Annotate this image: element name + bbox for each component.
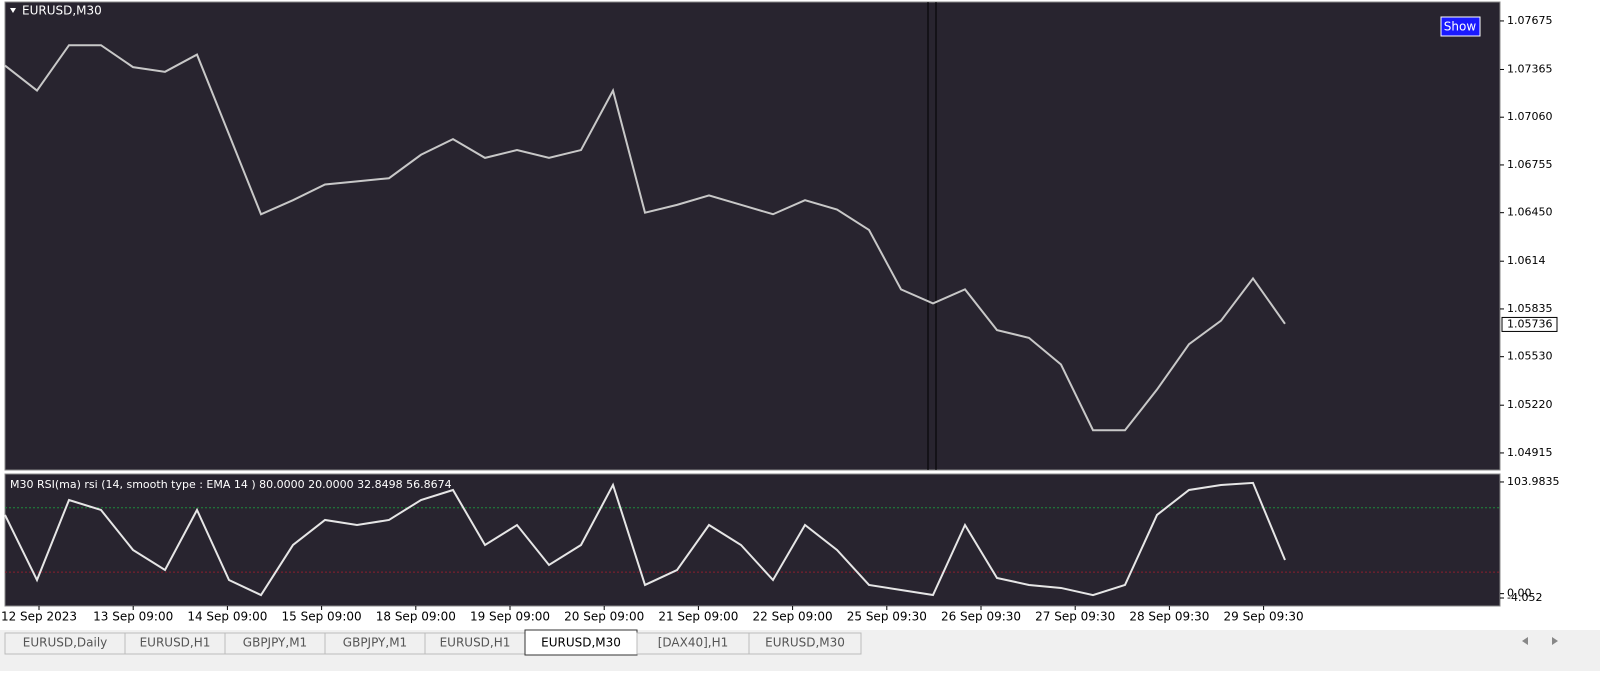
series-line [4,481,1286,597]
collapse-arrow[interactable] [10,8,16,13]
x-tick-label: 29 Sep 09:30 [1224,610,1304,624]
show-button[interactable] [1440,16,1481,37]
x-tick-label: 18 Sep 09:00 [376,610,456,624]
indicator-panel [4,473,1501,607]
x-tick-label: 28 Sep 09:30 [1129,610,1209,624]
y-tick-label: 1.05530 [1507,350,1553,363]
y-tick-label: 1.05835 [1507,302,1553,315]
x-tick-label: 21 Sep 09:00 [658,610,738,624]
x-tick-label: 14 Sep 09:00 [187,610,267,624]
chart-symbol: EURUSD,M30 [22,4,102,18]
tab-label[interactable]: [DAX40],H1 [658,636,729,650]
y-tick-label: 1.07060 [1507,110,1553,123]
tab-label[interactable]: EURUSD,M30 [541,636,621,650]
indicator-label: M30 RSI(ma) rsi (14, smooth type : EMA 1… [10,478,452,491]
x-tick-label: 15 Sep 09:00 [282,610,362,624]
x-tick-label: 25 Sep 09:30 [847,610,927,624]
series-line [4,44,1286,432]
tabs: EURUSD,Daily EURUSD,H1 GBPJPY,M1 GBPJPY,M1 E… [4,629,862,656]
y-tick-label: 1.07675 [1507,14,1553,27]
tab-label[interactable]: GBPJPY,M1 [343,636,407,650]
y-tick-label: 103.9835 [1507,475,1560,488]
x-tick-label: 20 Sep 09:00 [564,610,644,624]
x-tick-label: 12 Sep 2023 [1,610,77,624]
tab[interactable] [524,629,638,656]
current-price-box [1501,316,1558,332]
price-panel [4,1,1501,471]
y-tick-label: 0.00 [1507,587,1532,600]
tab-label[interactable]: GBPJPY,M1 [243,636,307,650]
tab-label[interactable]: EURUSD,H1 [140,636,211,650]
x-tick-label: 26 Sep 09:30 [941,610,1021,624]
x-tick-label: 13 Sep 09:00 [93,610,173,624]
show-button-label[interactable]: Show [1444,20,1477,34]
x-tick-label: 22 Sep 09:00 [753,610,833,624]
x-tick-label: 19 Sep 09:00 [470,610,550,624]
tab-label[interactable]: EURUSD,H1 [440,636,511,650]
current-price: 1.05736 [1507,317,1553,330]
y-tick-label: 1.0614 [1507,254,1546,267]
x-tick-label: 27 Sep 09:30 [1035,610,1115,624]
tab-label[interactable]: EURUSD,Daily [23,636,108,650]
y-tick-label: 1.04915 [1507,446,1553,459]
tab[interactable] [748,632,862,655]
y-tick-label: -4.052 [1507,591,1542,604]
tab-label[interactable]: EURUSD,M30 [765,636,845,650]
y-tick-label: 1.06450 [1507,206,1553,219]
y-tick-label: 1.06755 [1507,158,1553,171]
y-tick-label: 1.07365 [1507,62,1553,75]
y-tick-label: 1.05220 [1507,398,1553,411]
